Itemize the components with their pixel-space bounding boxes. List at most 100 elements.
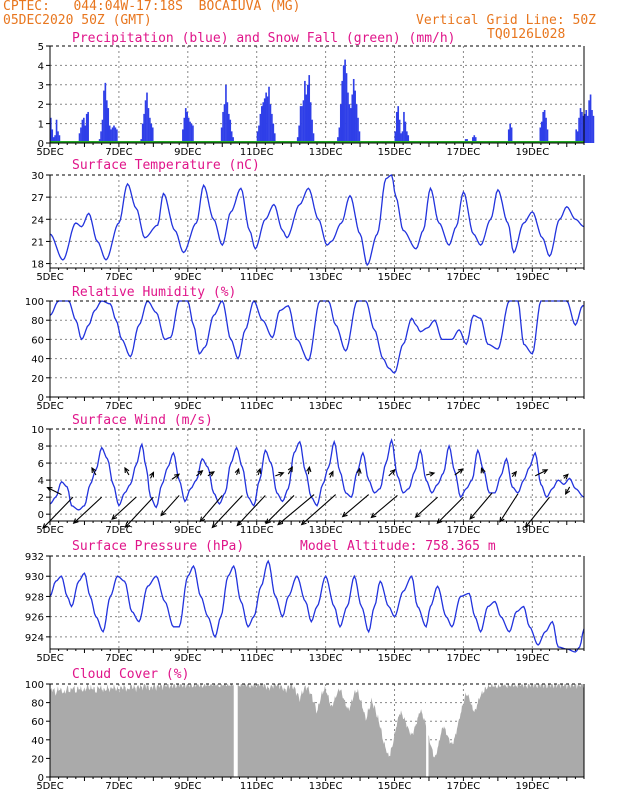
- y-tick-label: 18: [31, 260, 44, 271]
- wind-arrow-head: [278, 471, 285, 477]
- x-tick-label: 15DEC: [378, 781, 412, 792]
- wind-arrow-shaft: [287, 466, 293, 475]
- wind-arrow-shaft: [371, 495, 398, 518]
- precip-bar: [268, 86, 270, 143]
- y-tick-label: 1: [38, 120, 44, 131]
- y-tick-label: 80: [31, 316, 44, 327]
- wind-arrow-shaft: [196, 470, 203, 477]
- precip-bar: [271, 113, 273, 143]
- precip-bar: [406, 131, 408, 143]
- precip-bar: [397, 106, 400, 143]
- x-tick-label: 19DEC: [515, 147, 549, 158]
- precip-bar: [149, 117, 151, 143]
- y-tick-label: 24: [31, 215, 44, 226]
- y-tick-label: 40: [31, 355, 44, 366]
- x-tick-label: 13DEC: [309, 272, 343, 283]
- precip-bar: [299, 106, 302, 143]
- x-tick-label: 19DEC: [515, 401, 549, 412]
- wind-arrow-shaft: [469, 492, 493, 520]
- precip-bar: [576, 131, 579, 143]
- precip-bar: [579, 108, 582, 143]
- precip-bar: [256, 131, 259, 143]
- cloud-gap: [426, 684, 429, 777]
- wind-arrow-head: [469, 513, 475, 520]
- x-tick-label: 5DEC: [36, 781, 63, 792]
- precip-bar: [543, 110, 546, 143]
- x-tick-label: 19DEC: [515, 525, 549, 536]
- wind-arrow-shaft: [91, 467, 97, 476]
- precip-bar: [269, 104, 272, 143]
- header-station: CPTEC: 044:04W-17:18S BOCAIUVA (MG): [3, 0, 301, 14]
- y-tick-label: 3: [38, 81, 44, 92]
- precip-bar: [80, 127, 82, 143]
- x-tick-label: 17DEC: [447, 781, 481, 792]
- x-tick-label: 19DEC: [515, 272, 549, 283]
- precip-bar: [222, 111, 224, 143]
- wind-arrow-head: [277, 519, 284, 526]
- x-tick-label: 11DEC: [240, 272, 274, 283]
- precip-bar: [298, 125, 300, 143]
- x-tick-label: 11DEC: [240, 781, 274, 792]
- y-tick-label: 20: [31, 754, 44, 765]
- panel-title: Surface Temperature (nC): [72, 158, 260, 173]
- wind-arrow-shaft: [111, 496, 137, 520]
- wind-arrow-head: [341, 511, 348, 518]
- precip-bar: [108, 125, 111, 143]
- x-tick-label: 5DEC: [36, 272, 63, 283]
- precip-bar: [259, 113, 262, 143]
- x-tick-label: 15DEC: [378, 525, 412, 536]
- precip-bar: [306, 84, 309, 143]
- precip-bar: [52, 137, 55, 143]
- x-tick-label: 17DEC: [447, 147, 481, 158]
- wind-arrow-shaft: [42, 496, 74, 529]
- wind-arrow-head: [370, 512, 377, 519]
- precip-bar: [581, 111, 583, 143]
- wind-arrow-head: [511, 470, 518, 477]
- wind-arrow-head: [124, 466, 130, 474]
- wind-arrow-head: [265, 518, 271, 525]
- precip-bar: [352, 78, 355, 143]
- precip-bar: [83, 117, 85, 143]
- precip-bar: [403, 111, 405, 143]
- wind-arrow-shaft: [199, 495, 223, 522]
- wind-arrow-head: [328, 470, 334, 477]
- y-tick-label: 10: [31, 425, 44, 436]
- precip-bar: [100, 131, 102, 143]
- x-tick-label: 7DEC: [105, 147, 132, 158]
- y-tick-label: 5: [38, 42, 44, 53]
- precip-bar: [305, 94, 308, 143]
- precip-bar: [474, 137, 477, 143]
- x-tick-label: 15DEC: [378, 401, 412, 412]
- precip-bar: [58, 135, 61, 143]
- precip-bar: [189, 121, 191, 143]
- precip-bar: [400, 133, 402, 143]
- precip-bar: [542, 111, 545, 143]
- y-tick-label: 80: [31, 699, 44, 710]
- wind-arrows: [42, 465, 571, 530]
- precip-bar: [265, 92, 267, 143]
- x-tick-label: 9DEC: [174, 401, 201, 412]
- y-tick-label: 0: [38, 773, 44, 784]
- wind-arrow-shaft: [265, 495, 295, 524]
- precip-bar: [228, 113, 230, 143]
- x-tick-label: 5DEC: [36, 525, 63, 536]
- precip-bar: [263, 98, 266, 143]
- precip-bar: [540, 121, 543, 143]
- header-date: 05DEC2020 50Z (GMT): [3, 13, 152, 28]
- wind-arrow-head: [72, 518, 79, 525]
- x-tick-label: 7DEC: [105, 401, 132, 412]
- precip-bar: [51, 129, 54, 143]
- panel-title: Precipitation (blue) and Snow Fall (gree…: [72, 31, 456, 46]
- y-tick-label: 21: [31, 237, 44, 248]
- wind-arrow-head: [197, 470, 204, 476]
- precip-bar: [355, 104, 358, 143]
- precip-bar: [344, 59, 346, 143]
- precip-bar: [308, 75, 311, 143]
- wind-arrow-head: [149, 471, 155, 478]
- header-grid-line: Vertical Grid Line: 50Z: [416, 13, 597, 28]
- panel-title: Cloud Cover (%): [72, 667, 189, 682]
- precip-bar: [354, 90, 356, 143]
- y-tick-label: 928: [25, 592, 44, 603]
- x-tick-label: 13DEC: [309, 525, 343, 536]
- precip-bar: [588, 100, 590, 143]
